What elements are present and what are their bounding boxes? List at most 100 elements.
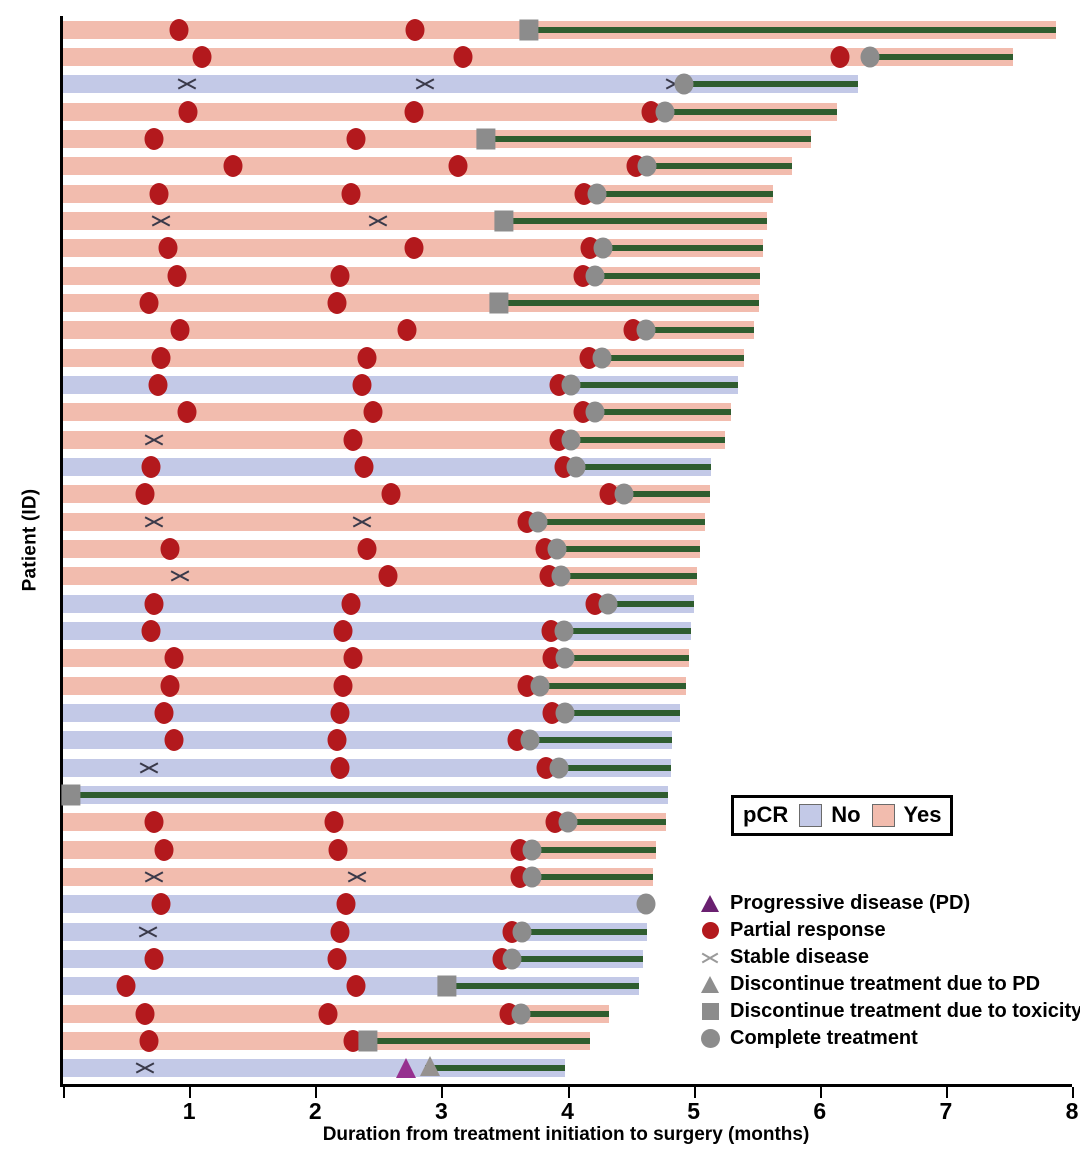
- complete-treatment-marker: [555, 647, 575, 669]
- complete-treatment-icon: [690, 1029, 730, 1048]
- partial-response-marker: [381, 483, 401, 506]
- treatment-line: [496, 300, 760, 306]
- pcr-legend: pCR No Yes: [731, 795, 954, 836]
- complete-treatment-marker: [554, 620, 574, 642]
- pcr-duration-bar: [63, 212, 767, 230]
- symbol-legend-row-discontinue-pd: Discontinue treatment due to PD: [690, 971, 1080, 998]
- pcr-duration-bar: [63, 458, 712, 476]
- pcr-duration-bar: [63, 649, 689, 668]
- partial-response-marker: [160, 674, 180, 697]
- partial-response-marker: [405, 18, 425, 41]
- treatment-line: [522, 928, 647, 935]
- x-tick-label: 8: [1065, 1098, 1079, 1124]
- partial-response-marker: [164, 647, 184, 670]
- treatment-line: [484, 136, 811, 142]
- symbol-legend-row-progressive-disease: Progressive disease (PD): [690, 890, 1080, 917]
- pcr-swatch-no: [799, 803, 823, 827]
- x-tick: [945, 1087, 948, 1098]
- partial-response-marker: [341, 182, 361, 205]
- treatment-line: [539, 682, 687, 689]
- discontinue-pd-marker: [419, 1056, 440, 1077]
- partial-response-marker: [336, 893, 356, 916]
- treatment-line: [424, 1065, 565, 1072]
- symbol-legend-label-discontinue-pd: Discontinue treatment due to PD: [730, 973, 1041, 995]
- treatment-line: [532, 846, 656, 853]
- complete-treatment-marker: [636, 319, 656, 341]
- patient-row: [63, 946, 1072, 972]
- complete-treatment-marker: [585, 265, 605, 287]
- complete-treatment-marker: [592, 347, 612, 369]
- patient-row: [63, 126, 1072, 152]
- complete-treatment-marker: [655, 101, 675, 123]
- pcr-duration-bar: [63, 75, 858, 94]
- treatment-line: [664, 108, 838, 115]
- progressive-disease-marker: [396, 1058, 417, 1079]
- pcr-duration-bar: [63, 895, 651, 914]
- partial-response-marker: [170, 319, 190, 342]
- partial-response-marker: [144, 811, 164, 834]
- treatment-line: [564, 710, 680, 716]
- partial-response-marker: [343, 647, 363, 670]
- complete-treatment-marker: [502, 948, 522, 970]
- x-tick: [315, 1087, 318, 1098]
- treatment-line: [567, 819, 666, 826]
- treatment-line: [870, 54, 1013, 60]
- treatment-line: [558, 764, 671, 771]
- partial-response-marker: [154, 838, 174, 861]
- pcr-duration-bar: [63, 758, 671, 777]
- stable-disease-marker: [144, 867, 164, 887]
- treatment-line: [532, 874, 654, 880]
- symbol-legend-label-stable-disease: Stable disease: [730, 946, 869, 968]
- x-tick-label: 3: [434, 1098, 448, 1124]
- partial-response-marker: [135, 1002, 155, 1025]
- patient-row: [63, 235, 1072, 261]
- treatment-line: [529, 737, 673, 744]
- symbol-legend-label-partial-response: Partial response: [730, 919, 886, 941]
- patient-row: [63, 290, 1072, 316]
- complete-treatment-marker: [512, 921, 532, 943]
- patient-row: [63, 372, 1072, 398]
- symbol-legend-row-complete-treatment: Complete treatment: [690, 1025, 1080, 1052]
- patient-row: [63, 427, 1072, 453]
- patient-row: [63, 181, 1072, 207]
- patient-row: [63, 317, 1072, 343]
- patient-row: [63, 755, 1072, 781]
- treatment-line: [520, 1010, 610, 1017]
- x-tick: [567, 1087, 570, 1098]
- treatment-line: [365, 1038, 591, 1044]
- stable-disease-marker: [144, 512, 164, 532]
- x-tick: [63, 1087, 65, 1098]
- patient-row: [63, 71, 1072, 97]
- complete-treatment-marker: [530, 675, 550, 697]
- patient-row: [63, 536, 1072, 562]
- x-tick: [693, 1087, 696, 1098]
- treatment-line: [596, 190, 774, 197]
- treatment-line: [602, 245, 763, 252]
- patient-row: [63, 509, 1072, 535]
- partial-response-marker: [363, 401, 383, 424]
- complete-treatment-marker: [614, 483, 634, 505]
- pcr-legend-label-yes: Yes: [903, 802, 942, 827]
- treatment-line: [571, 382, 738, 388]
- x-tick: [1072, 1087, 1074, 1098]
- discontinue-toxicity-marker: [61, 784, 81, 806]
- patient-row: [63, 345, 1072, 371]
- x-tick-label: 5: [687, 1098, 701, 1124]
- symbol-legend-label-complete-treatment: Complete treatment: [730, 1027, 918, 1049]
- partial-response-marker: [404, 237, 424, 260]
- stable-disease-marker: [347, 867, 367, 887]
- stable-disease-marker: [368, 211, 388, 231]
- partial-response-marker: [151, 346, 171, 369]
- partial-response-marker: [357, 346, 377, 369]
- treatment-line: [563, 628, 692, 634]
- patient-row: [63, 837, 1072, 863]
- partial-response-marker: [139, 1030, 159, 1052]
- patient-row: [63, 153, 1072, 179]
- partial-response-marker: [144, 592, 164, 615]
- partial-response-marker: [327, 948, 347, 970]
- patient-row: [63, 891, 1072, 917]
- partial-response-marker: [330, 264, 350, 287]
- complete-treatment-marker: [528, 511, 548, 533]
- pcr-swatch-yes: [871, 803, 895, 827]
- partial-response-marker: [343, 428, 363, 451]
